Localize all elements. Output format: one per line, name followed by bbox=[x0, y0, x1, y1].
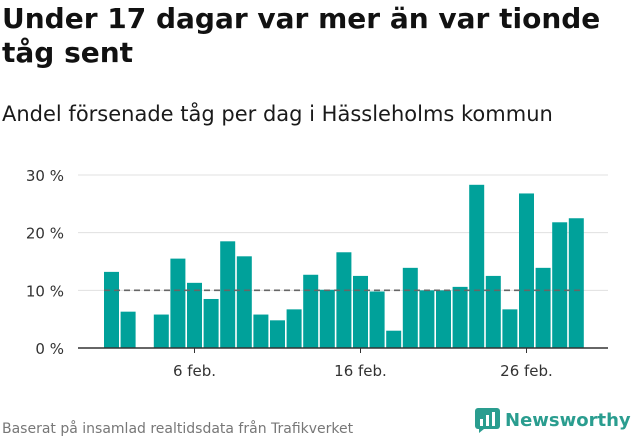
bar bbox=[170, 258, 186, 348]
bar bbox=[319, 289, 335, 348]
y-tick-label: 10 % bbox=[26, 282, 64, 300]
bar bbox=[236, 256, 252, 348]
bar bbox=[336, 252, 352, 348]
bar bbox=[402, 267, 418, 348]
bar bbox=[436, 290, 451, 348]
bar bbox=[104, 271, 119, 348]
bar bbox=[568, 218, 584, 348]
y-tick-label: 20 % bbox=[26, 225, 64, 243]
bar bbox=[120, 311, 136, 348]
bar bbox=[270, 320, 285, 348]
brand-name: Newsworthy bbox=[505, 410, 631, 431]
source-note: Baserat på insamlad realtidsdata från Tr… bbox=[2, 421, 354, 437]
bar bbox=[286, 309, 302, 348]
newsworthy-logo-icon bbox=[475, 408, 500, 433]
bar bbox=[452, 286, 468, 348]
newsworthy-logo: Newsworthy bbox=[475, 408, 631, 433]
x-tick-label: 26 feb. bbox=[500, 362, 553, 380]
bar bbox=[485, 275, 501, 348]
bar bbox=[203, 298, 219, 348]
x-tick-label: 6 feb. bbox=[173, 362, 216, 380]
bar bbox=[303, 274, 319, 348]
bar bbox=[220, 241, 236, 348]
y-tick-label: 0 % bbox=[35, 340, 64, 358]
chart-title: Under 17 dagar var mer än var tionde tåg… bbox=[2, 2, 601, 69]
chart-subtitle: Andel försenade tåg per dag i Hässleholm… bbox=[2, 102, 553, 126]
bar-chart: 0 % 10 % 20 % 30 % 6 feb. 16 feb. 26 feb. bbox=[26, 167, 608, 380]
bar bbox=[502, 309, 518, 348]
bar bbox=[369, 291, 385, 348]
bar bbox=[519, 193, 534, 348]
bar bbox=[353, 275, 368, 348]
x-tick-label: 16 feb. bbox=[334, 362, 387, 380]
bar bbox=[187, 282, 202, 348]
y-tick-label: 30 % bbox=[26, 167, 64, 185]
bar bbox=[153, 314, 169, 348]
bar bbox=[253, 314, 269, 348]
bar bbox=[386, 330, 402, 348]
bar bbox=[469, 184, 485, 348]
bar bbox=[535, 267, 551, 348]
bar bbox=[552, 222, 568, 348]
bar bbox=[419, 290, 435, 348]
